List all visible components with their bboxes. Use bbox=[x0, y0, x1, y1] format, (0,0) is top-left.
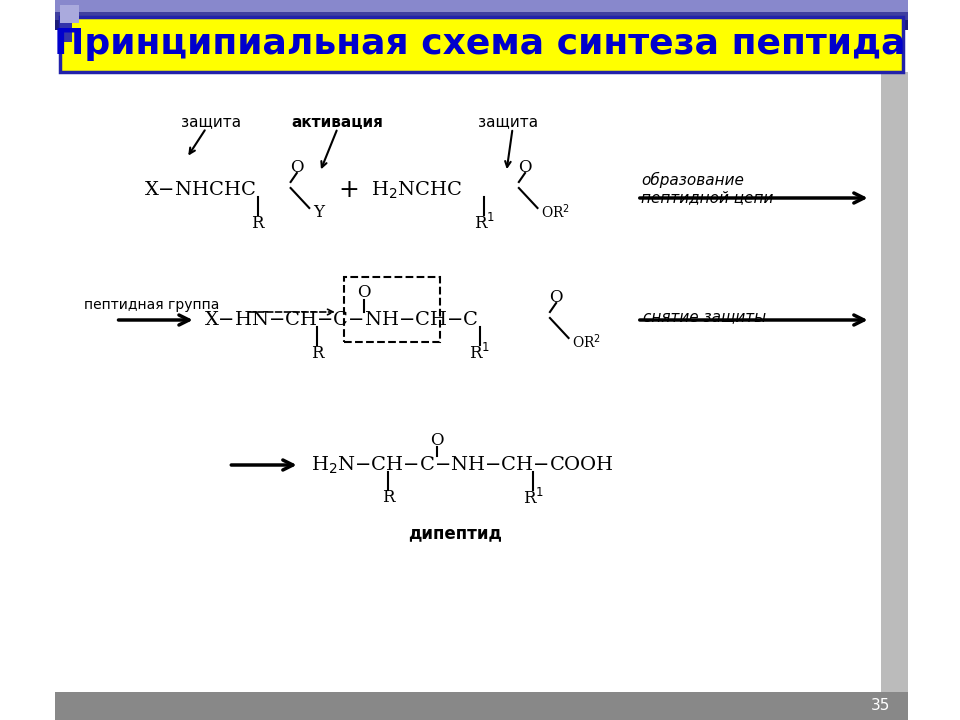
Bar bbox=[56, 0, 908, 12]
Text: X$-$NHCHC: X$-$NHCHC bbox=[144, 181, 256, 199]
Text: Y: Y bbox=[313, 204, 324, 220]
Text: H$_2$N$-$CH$-$C$-$NH$-$CH$-$COOH: H$_2$N$-$CH$-$C$-$NH$-$CH$-$COOH bbox=[311, 454, 613, 476]
Text: Принципиальная схема синтеза пептида: Принципиальная схема синтеза пептида bbox=[54, 27, 905, 61]
Text: образование: образование bbox=[641, 172, 744, 188]
Text: активация: активация bbox=[292, 114, 384, 130]
Text: защита: защита bbox=[478, 114, 539, 130]
Bar bbox=[56, 0, 908, 30]
Text: O: O bbox=[430, 431, 444, 449]
Text: O: O bbox=[357, 284, 372, 300]
Text: O: O bbox=[290, 158, 303, 176]
Text: R: R bbox=[252, 215, 264, 232]
Bar bbox=[56, 692, 908, 720]
Text: +: + bbox=[338, 178, 359, 202]
Bar bbox=[344, 277, 440, 342]
Bar bbox=[60, 17, 903, 72]
Bar bbox=[60, 23, 72, 42]
Bar bbox=[56, 0, 908, 20]
Text: дипептид: дипептид bbox=[408, 524, 502, 542]
Text: пептидной цепи: пептидной цепи bbox=[641, 191, 774, 205]
Text: R$^1$: R$^1$ bbox=[469, 343, 491, 363]
Bar bbox=[881, 72, 908, 692]
Text: 35: 35 bbox=[871, 698, 890, 714]
Text: R: R bbox=[382, 490, 395, 506]
Text: R: R bbox=[311, 344, 324, 361]
Text: H$_2$NCHC: H$_2$NCHC bbox=[371, 179, 462, 201]
Text: пептидная группа: пептидная группа bbox=[84, 298, 219, 312]
Text: OR$^2$: OR$^2$ bbox=[572, 333, 601, 351]
Text: OR$^2$: OR$^2$ bbox=[541, 203, 570, 221]
Text: X$-$HN$-$CH$-$C$-$NH$-$CH$-$C: X$-$HN$-$CH$-$C$-$NH$-$CH$-$C bbox=[204, 311, 479, 329]
Bar bbox=[60, 5, 80, 23]
Text: снятие защиты: снятие защиты bbox=[643, 310, 766, 325]
Text: R$^1$: R$^1$ bbox=[473, 213, 494, 233]
Text: O: O bbox=[518, 158, 532, 176]
Text: защита: защита bbox=[180, 114, 241, 130]
Text: R$^1$: R$^1$ bbox=[522, 488, 543, 508]
Text: O: O bbox=[549, 289, 563, 305]
